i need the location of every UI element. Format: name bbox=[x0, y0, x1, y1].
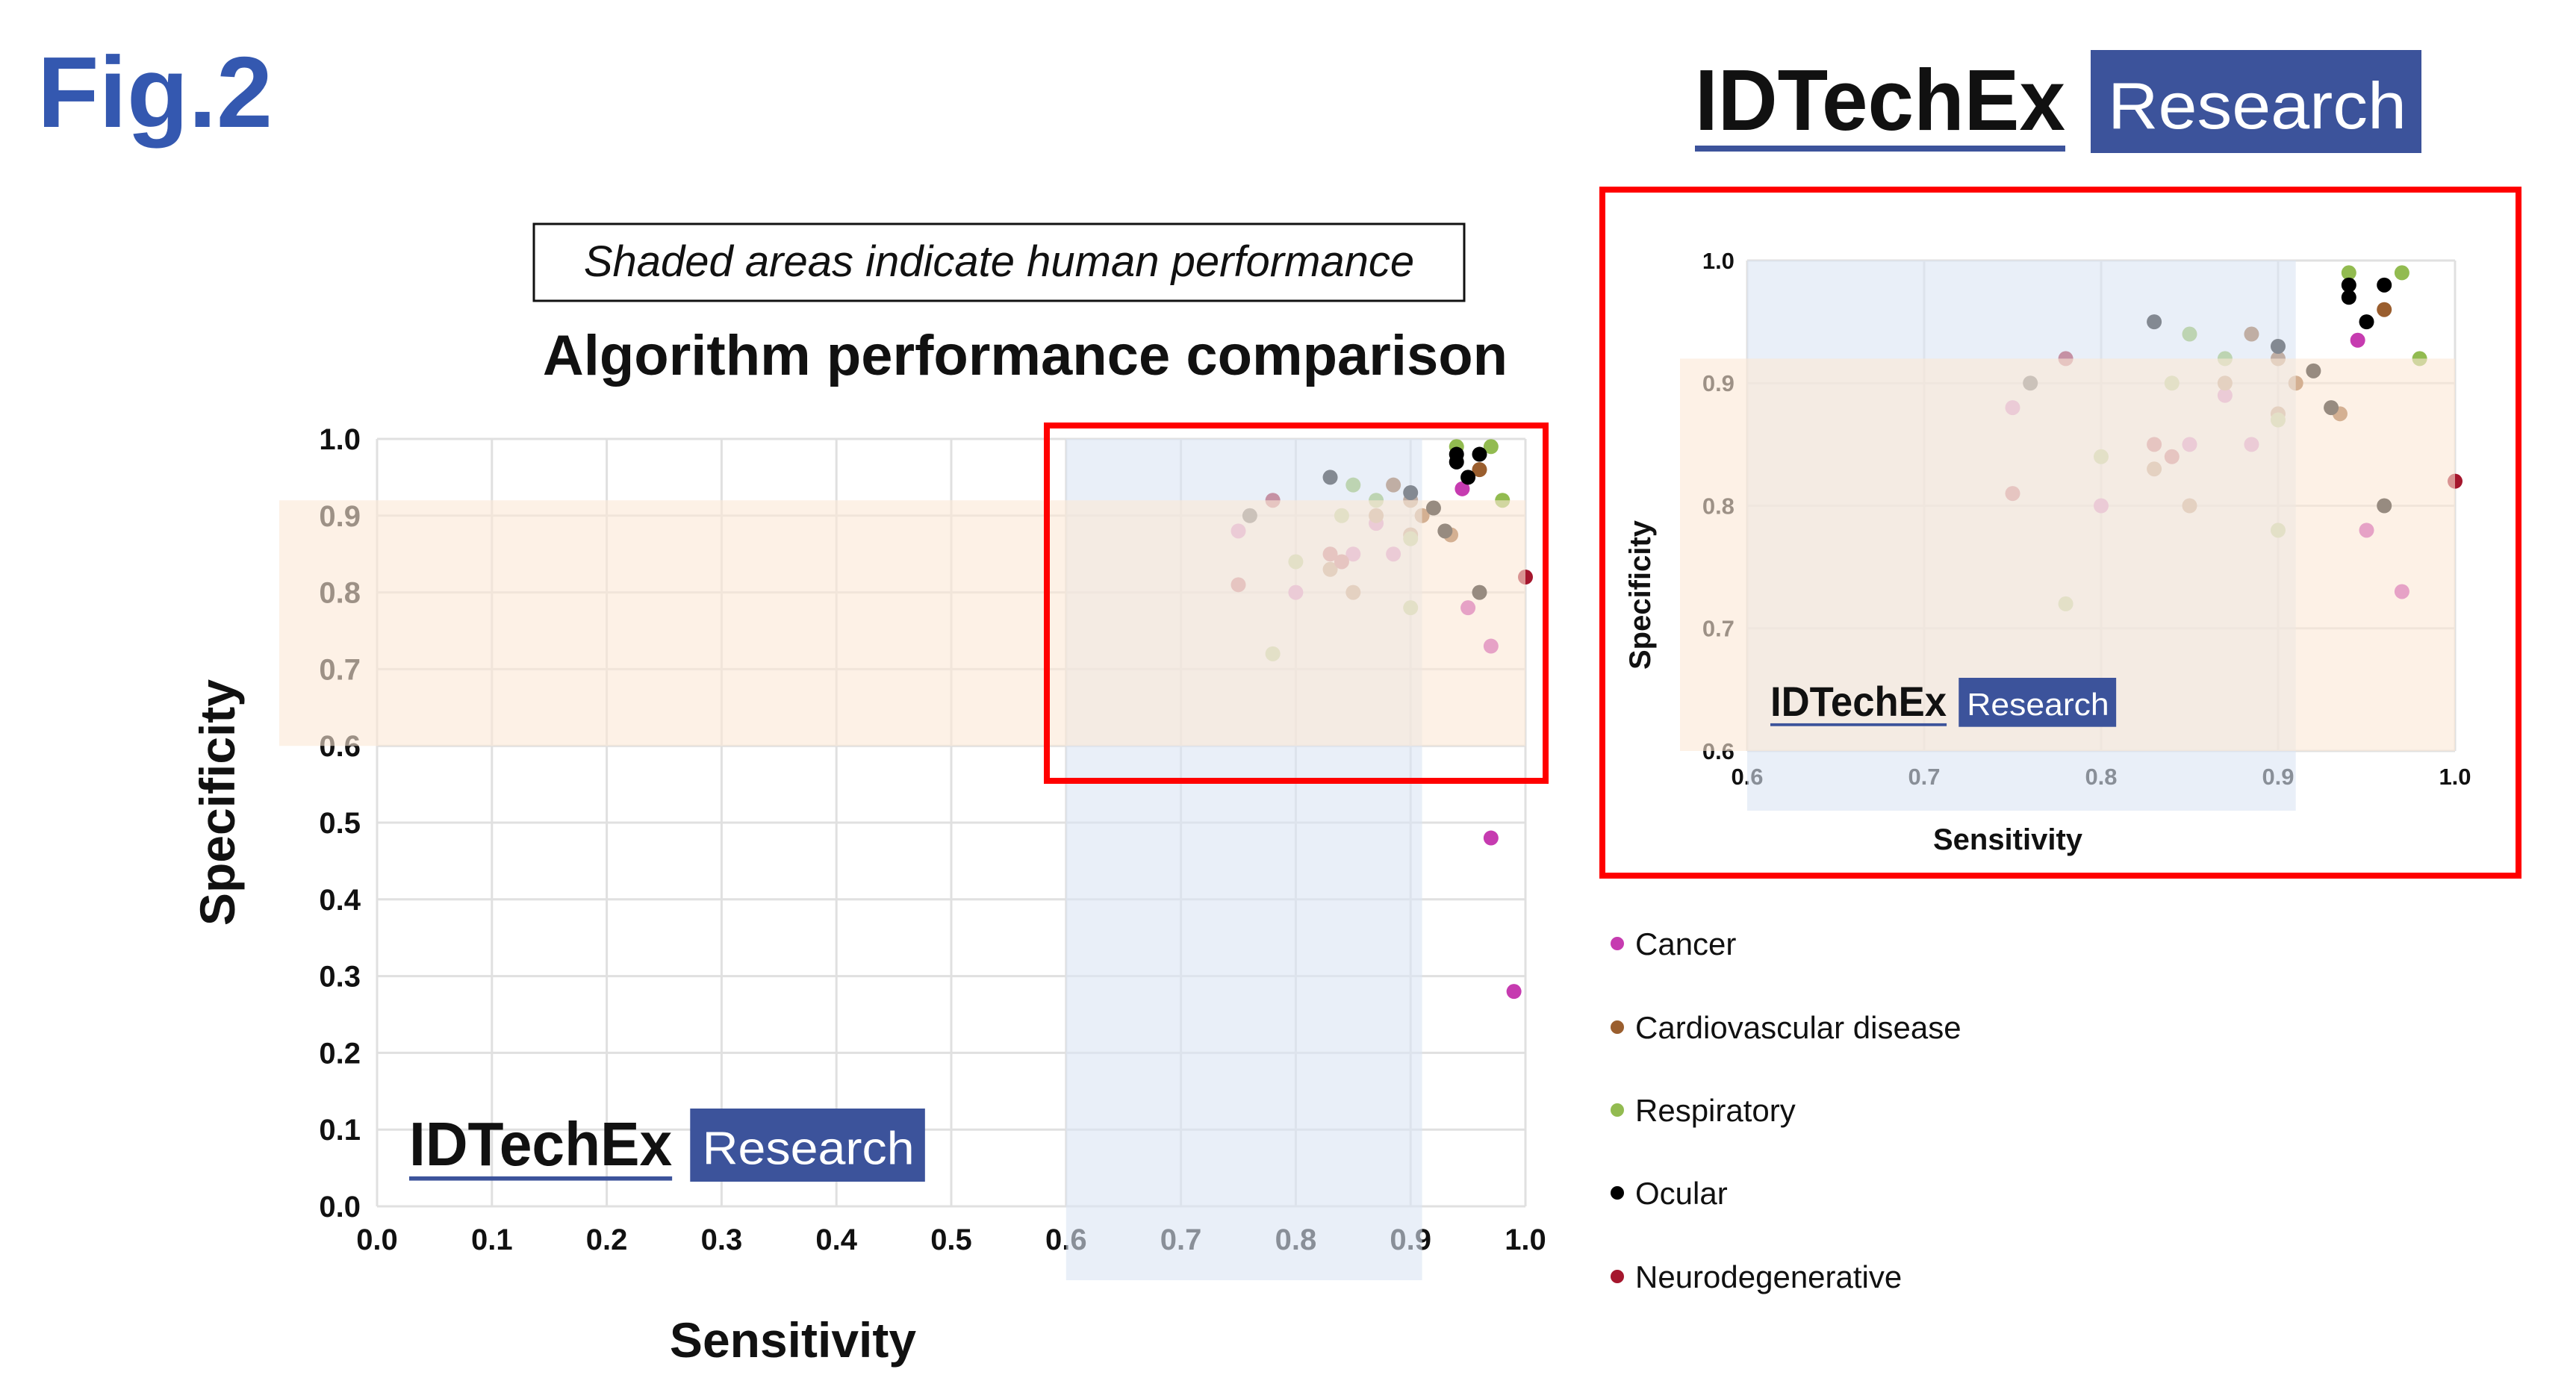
legend-marker-cardiovascular bbox=[1611, 1020, 1624, 1034]
caption-text: Shaded areas indicate human performance bbox=[584, 237, 1414, 286]
y-tick-label: 0.5 bbox=[319, 807, 361, 840]
legend-label-cardiovascular: Cardiovascular disease bbox=[1635, 1010, 1961, 1045]
logo-brand: IDTechEx bbox=[1770, 679, 1947, 725]
logo-sub: Research bbox=[1967, 687, 2109, 722]
inset-point-ocular bbox=[2341, 290, 2356, 305]
inset-point-respiratory bbox=[2341, 265, 2356, 281]
legend: Cancer Cardiovascular disease Respirator… bbox=[1611, 926, 1961, 1294]
idtechex-logo: IDTechEx Research bbox=[1695, 50, 2421, 153]
point-respiratory bbox=[1483, 439, 1499, 455]
inset-x-tick-label: 1.0 bbox=[2439, 764, 2471, 790]
point-cancer bbox=[1455, 481, 1470, 496]
legend-label-respiratory: Respiratory bbox=[1635, 1093, 1796, 1128]
y-axis-label: Specificity bbox=[190, 679, 245, 926]
caption-box bbox=[532, 222, 1466, 302]
x-tick-label: 0.2 bbox=[586, 1223, 628, 1256]
main-scatter-plot: 0.00.10.20.30.40.50.60.70.80.91.00.00.10… bbox=[279, 423, 1546, 1280]
logo-sub: Research bbox=[703, 1123, 915, 1175]
point-ocular bbox=[1472, 446, 1487, 462]
inset-x-axis-label: Sensitivity bbox=[1933, 823, 2083, 856]
inset-y-axis-label: Specificity bbox=[1624, 520, 1657, 670]
legend-marker-cancer bbox=[1611, 937, 1624, 950]
x-tick-label: 0.5 bbox=[930, 1223, 972, 1256]
idtechex-logo-inset: IDTechEx Research bbox=[1770, 678, 2117, 727]
x-tick-label: 0.4 bbox=[815, 1223, 857, 1256]
inset-y-tick-label: 1.0 bbox=[1702, 248, 1735, 274]
y-tick-label: 0.2 bbox=[319, 1037, 361, 1070]
idtechex-logo-main: IDTechEx Research bbox=[409, 1109, 925, 1182]
inset-point-ocular bbox=[2341, 277, 2356, 293]
logo-sub: Research bbox=[2108, 69, 2407, 143]
x-tick-label: 0.3 bbox=[701, 1223, 743, 1256]
human-specificity-shade bbox=[279, 500, 1525, 746]
legend-label-cancer: Cancer bbox=[1635, 926, 1736, 961]
y-tick-label: 1.0 bbox=[319, 423, 361, 456]
logo-box bbox=[1959, 678, 2117, 727]
inset-point-ocular bbox=[2377, 277, 2392, 293]
point-ocular bbox=[1460, 470, 1476, 485]
logo-box bbox=[690, 1109, 925, 1182]
zoom-highlight-box bbox=[1044, 423, 1549, 784]
y-tick-label: 0.0 bbox=[319, 1191, 361, 1223]
inset-point-cardiovascular-disease bbox=[2377, 302, 2392, 317]
inset-point-cancer bbox=[2350, 332, 2365, 348]
y-tick-label: 0.1 bbox=[319, 1114, 361, 1147]
point-cancer bbox=[1506, 984, 1522, 1000]
x-tick-label: 1.0 bbox=[1505, 1223, 1546, 1256]
point-ocular bbox=[1449, 454, 1464, 470]
chart-title: Algorithm performance comparison bbox=[543, 324, 1508, 387]
x-tick-label: 0.1 bbox=[471, 1223, 513, 1256]
y-tick-label: 0.4 bbox=[319, 884, 361, 917]
figure-label: Fig.2 bbox=[37, 36, 273, 149]
logo-underline bbox=[1770, 723, 1947, 726]
logo-brand: IDTechEx bbox=[409, 1110, 672, 1179]
legend-marker-respiratory bbox=[1611, 1103, 1624, 1117]
y-tick-label: 0.3 bbox=[319, 961, 361, 994]
inset-point-ocular bbox=[2359, 314, 2374, 330]
legend-marker-ocular bbox=[1611, 1186, 1624, 1200]
legend-label-neurodegenerative: Neurodegenerative bbox=[1635, 1259, 1902, 1294]
legend-marker-neurodegenerative bbox=[1611, 1270, 1624, 1283]
logo-box bbox=[2091, 50, 2421, 153]
logo-underline bbox=[409, 1176, 673, 1181]
inset-frame bbox=[1599, 187, 2521, 879]
inset-point-respiratory bbox=[2394, 265, 2409, 281]
point-cardiovascular-disease bbox=[1472, 462, 1487, 478]
x-axis-label: Sensitivity bbox=[670, 1312, 916, 1368]
x-tick-label: 0.0 bbox=[356, 1223, 398, 1256]
legend-label-ocular: Ocular bbox=[1635, 1176, 1728, 1211]
logo-underline bbox=[1695, 146, 2065, 152]
logo-brand: IDTechEx bbox=[1695, 52, 2065, 149]
point-cancer bbox=[1483, 830, 1499, 846]
